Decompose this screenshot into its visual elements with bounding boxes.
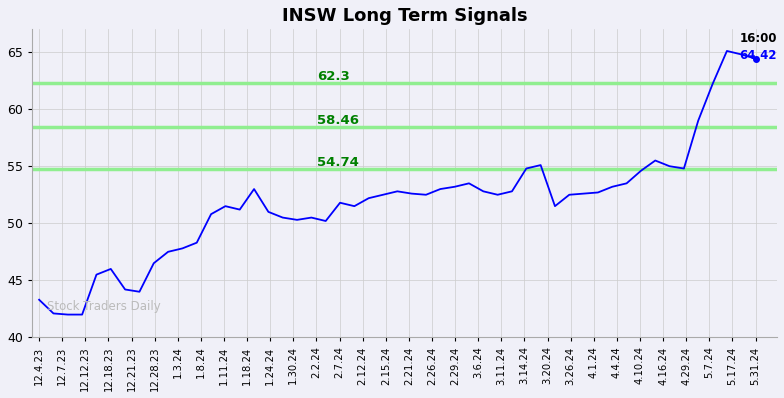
Text: 54.74: 54.74	[317, 156, 359, 169]
Text: 62.3: 62.3	[317, 70, 350, 83]
Text: 64.42: 64.42	[739, 49, 777, 62]
Text: 58.46: 58.46	[317, 114, 359, 127]
Text: 16:00: 16:00	[739, 32, 777, 45]
Text: Stock Traders Daily: Stock Traders Daily	[47, 300, 161, 313]
Title: INSW Long Term Signals: INSW Long Term Signals	[281, 7, 528, 25]
